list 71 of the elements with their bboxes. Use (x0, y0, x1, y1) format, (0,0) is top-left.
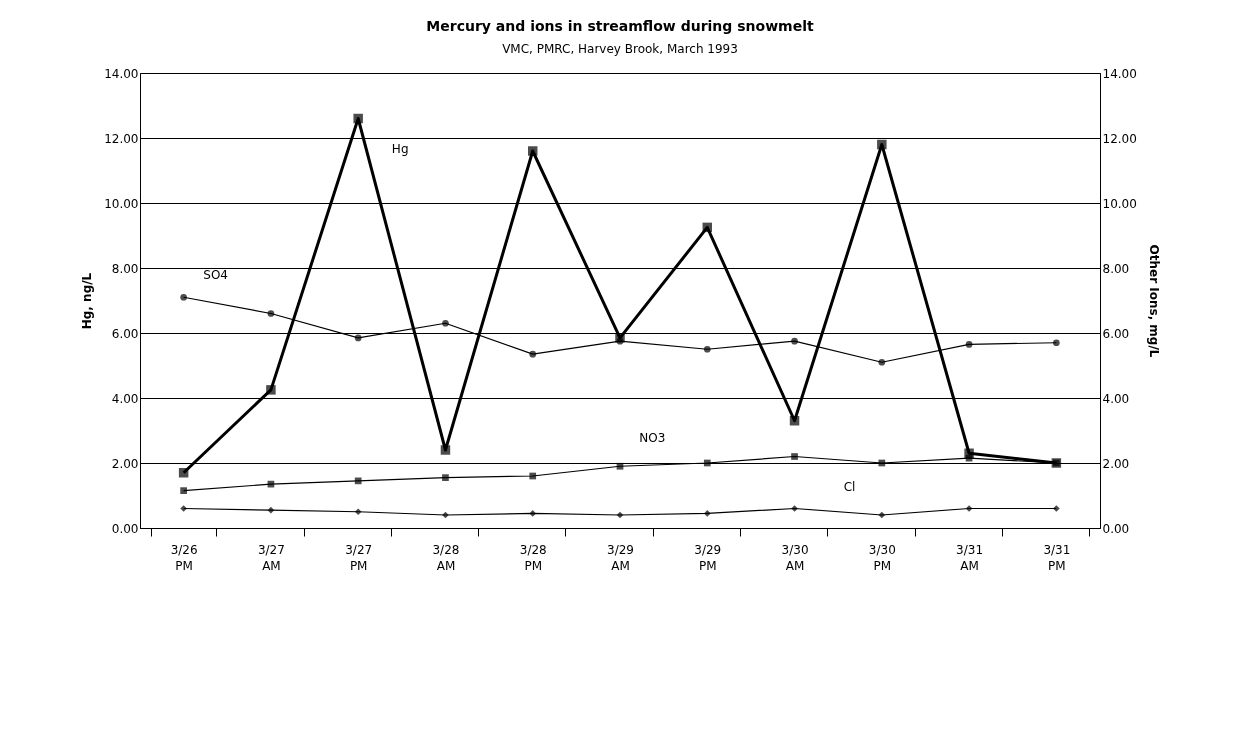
point (965, 341, 973, 348)
series-label: SO4 (203, 268, 228, 283)
point (789, 416, 800, 426)
series-label: Hg (391, 141, 409, 156)
point (878, 358, 886, 366)
y2-tick-label: 4.00 (1102, 391, 1130, 406)
y2-tick-label: 2.00 (1102, 456, 1130, 471)
y-tick-label: 12.00 (104, 131, 139, 146)
point (1053, 339, 1060, 347)
y2-tick-label: 6.00 (1102, 326, 1130, 341)
point (703, 459, 711, 467)
y-tick-label: 6.00 (111, 326, 139, 341)
point (180, 487, 187, 494)
point (529, 350, 537, 358)
point (702, 222, 713, 233)
y2-tick-label: 12.00 (1102, 131, 1137, 146)
y2-tick-label: 14.00 (1102, 66, 1137, 81)
x-tick-label: 3/29 PM (694, 542, 722, 573)
x-tick-label: 3/31 AM (956, 542, 984, 573)
point (616, 462, 624, 470)
point (354, 477, 362, 485)
point (616, 337, 624, 345)
series-label: Cl (843, 479, 856, 494)
point (180, 293, 187, 301)
y2-axis-title: Other Ions, mg/L (1146, 244, 1161, 358)
chart-title: Mercury and ions in streamflow during snowmelt (426, 18, 814, 34)
x-tick-label: 3/27 PM (345, 542, 373, 573)
x-tick-label: 3/27 AM (257, 542, 285, 573)
point (529, 510, 537, 517)
y-tick-label: 8.00 (111, 261, 139, 276)
y-axis-title: Hg, ng/L (80, 272, 95, 330)
x-tick-label: 3/31 PM (1043, 542, 1071, 573)
point (178, 468, 189, 478)
point (878, 511, 886, 519)
point (703, 345, 711, 353)
y-tick-label: 10.00 (104, 196, 139, 211)
x-tick-label: 3/28 AM (432, 542, 460, 573)
y-tick-label: 0.00 (111, 521, 139, 536)
x-tick-label: 3/29 AM (607, 542, 634, 573)
point (877, 139, 887, 150)
x-tick-label: 3/28 PM (519, 542, 547, 573)
point (791, 505, 798, 512)
point (529, 472, 537, 480)
x-tick-label: 3/26 PM (170, 542, 198, 573)
point (266, 385, 276, 395)
point (442, 474, 449, 481)
x-tick-label: 3/30 AM (781, 542, 809, 573)
point (180, 505, 187, 512)
point (442, 319, 449, 327)
chart-subtitle: VMC, PMRC, Harvey Brook, March 1993 (502, 42, 738, 56)
point (354, 508, 362, 516)
series-label: NO3 (639, 431, 666, 445)
y-tick-label: 2.00 (111, 456, 139, 471)
point (878, 459, 886, 467)
x-tick-label: 3/30 PM (868, 542, 896, 573)
y-tick-label: 4.00 (111, 391, 139, 406)
point (267, 506, 275, 514)
y2-tick-label: 10.00 (1102, 196, 1137, 211)
y2-tick-label: 8.00 (1102, 261, 1130, 276)
point (354, 334, 362, 342)
point (791, 337, 798, 345)
point (703, 510, 711, 517)
point (616, 511, 624, 519)
point (527, 146, 538, 156)
point (1053, 505, 1060, 512)
point (353, 113, 363, 124)
point (791, 453, 798, 460)
y-tick-label: 14.00 (104, 66, 139, 81)
point (440, 445, 451, 455)
point (267, 310, 275, 317)
y2-tick-label: 0.00 (1102, 521, 1130, 536)
